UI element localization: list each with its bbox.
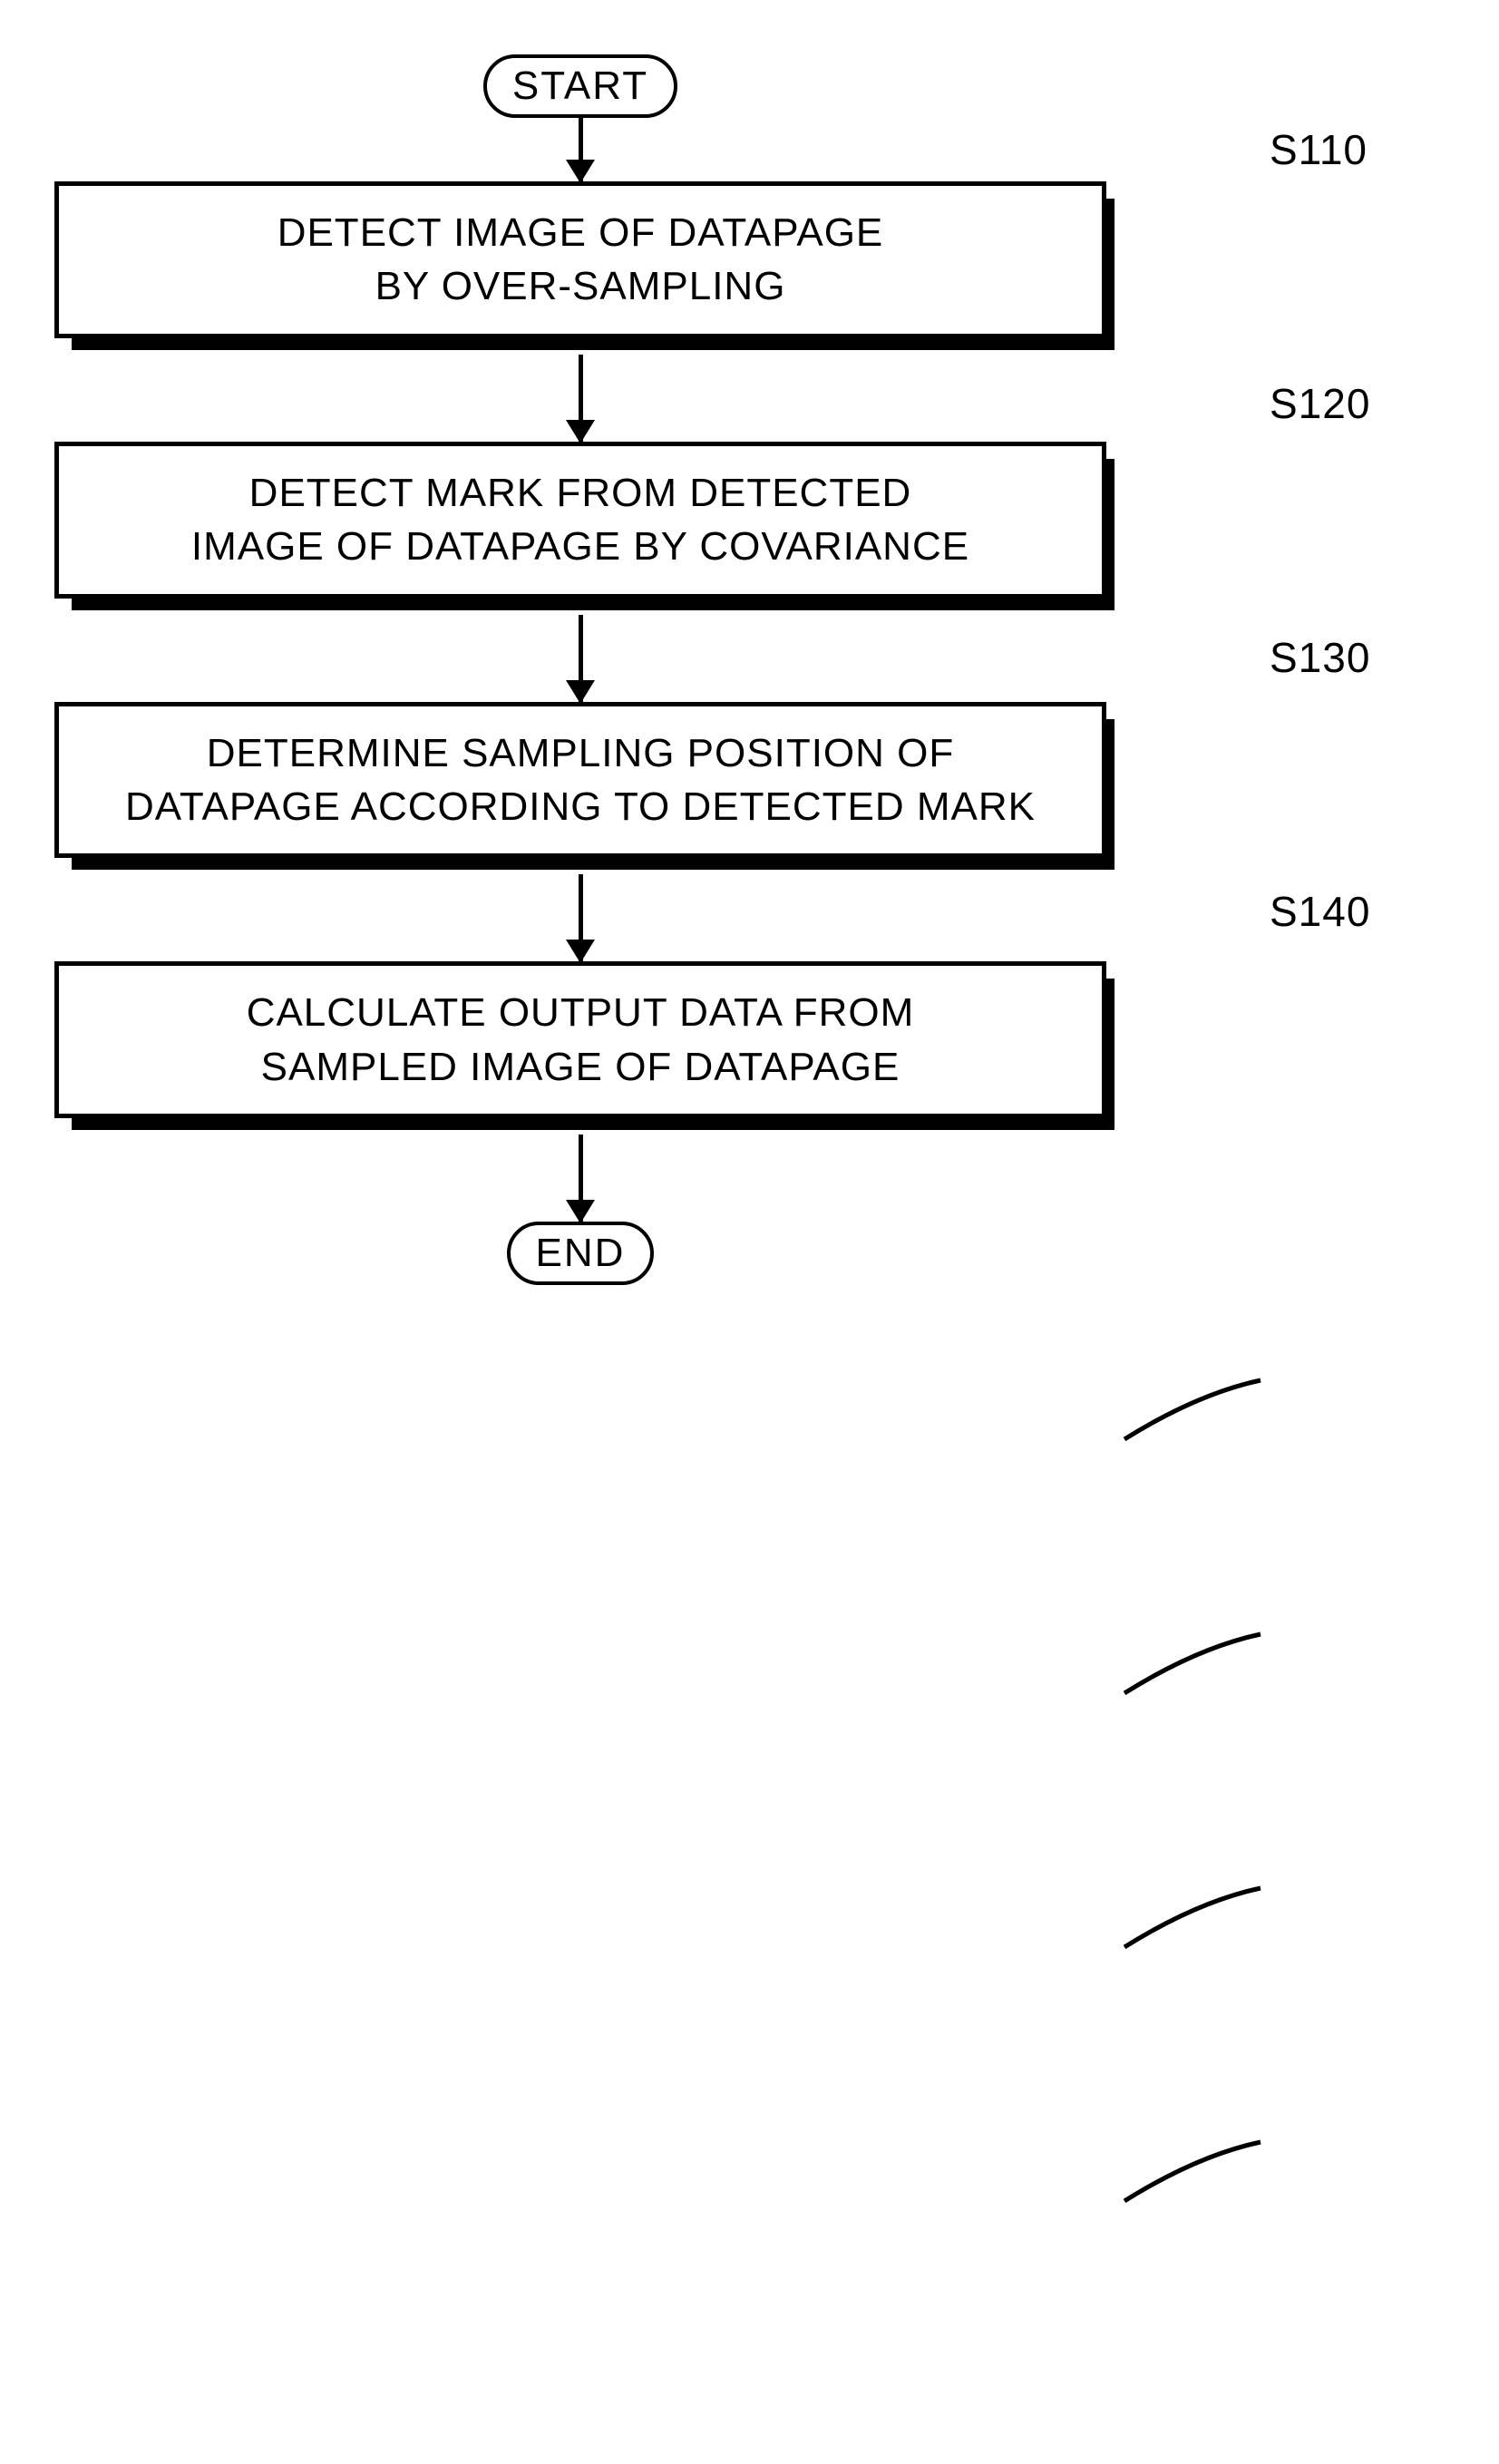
process-s110: DETECT IMAGE OF DATAPAGE BY OVER-SAMPLIN… [54,181,1106,338]
process-s130-line1: DETERMINE SAMPLING POSITION OF [207,731,955,775]
process-s120-line1: DETECT MARK FROM DETECTED [249,471,912,515]
label-s120: S120 [1270,379,1370,428]
process-s140-line1: CALCULATE OUTPUT DATA FROM [247,990,915,1035]
start-terminator: START [483,54,677,118]
arrow-s110-to-s120 [579,355,583,442]
leader-lines-svg [54,1285,1415,2464]
leader-s140 [1124,2142,1261,2201]
process-s110-line2: BY OVER-SAMPLING [375,264,786,308]
arrow-s120-to-s130 [579,615,583,702]
process-s140-line2: SAMPLED IMAGE OF DATAPAGE [261,1045,900,1089]
flowchart-container: START DETECT IMAGE OF DATAPAGE BY OVER-S… [54,54,1415,1285]
leader-s110 [1124,1380,1261,1439]
process-s120-line2: IMAGE OF DATAPAGE BY COVARIANCE [191,524,969,569]
process-s120: DETECT MARK FROM DETECTED IMAGE OF DATAP… [54,442,1106,599]
arrow-start-to-s110 [579,118,583,181]
process-s140: CALCULATE OUTPUT DATA FROM SAMPLED IMAGE… [54,961,1106,1118]
label-s140: S140 [1270,887,1370,936]
process-s130: DETERMINE SAMPLING POSITION OF DATAPAGE … [54,702,1106,859]
leader-s130 [1124,1888,1261,1947]
arrow-s130-to-s140 [579,874,583,961]
flow-column: START DETECT IMAGE OF DATAPAGE BY OVER-S… [54,54,1106,1285]
process-s130-line2: DATAPAGE ACCORDING TO DETECTED MARK [125,784,1036,829]
end-terminator: END [507,1222,655,1285]
process-s110-line1: DETECT IMAGE OF DATAPAGE [277,210,884,255]
label-s110: S110 [1270,125,1368,174]
label-s130: S130 [1270,633,1370,682]
leader-s120 [1124,1634,1261,1693]
arrow-s140-to-end [579,1135,583,1222]
